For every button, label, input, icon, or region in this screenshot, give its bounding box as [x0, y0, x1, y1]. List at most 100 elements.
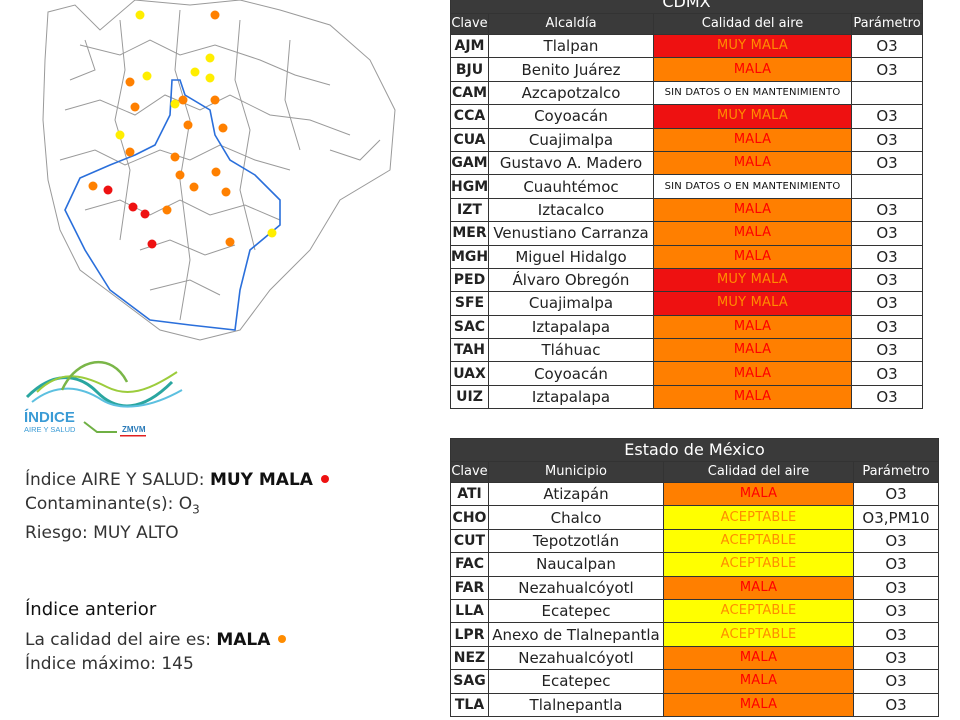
station-code: CCA: [450, 104, 489, 129]
air-quality-cell: MALA: [653, 361, 852, 386]
current-index-panel: Índice AIRE Y SALUD: MUY MALA Contaminan…: [25, 468, 329, 545]
parameter-cell: [850, 80, 924, 106]
air-quality-cell: MALA: [653, 338, 852, 363]
table-row: FAC Naucalpan ACEPTABLE O3: [450, 552, 940, 577]
station-code: IZT: [450, 197, 489, 223]
monitoring-station-marker[interactable]: [190, 67, 200, 77]
monitoring-station-marker[interactable]: [125, 77, 135, 87]
air-quality-cell: MALA: [653, 127, 852, 152]
station-code: TAH: [450, 338, 489, 363]
monitoring-station-marker[interactable]: [88, 181, 98, 191]
station-code: CHO: [450, 505, 489, 530]
previous-quality-line: La calidad del aire es: MALA: [25, 628, 287, 652]
monitoring-station-marker[interactable]: [135, 10, 145, 20]
parameter-cell: O3: [852, 645, 940, 671]
station-code: BJU: [450, 57, 489, 82]
station-code: GAM: [450, 150, 489, 176]
monitoring-station-marker[interactable]: [142, 71, 152, 81]
parameter-cell: [850, 174, 924, 199]
table-row: CHO Chalco ACEPTABLE O3,PM10: [450, 505, 940, 530]
parameter-cell: O3: [852, 528, 940, 554]
station-location: Tlalnepantla: [488, 692, 664, 717]
monitoring-station-marker[interactable]: [183, 120, 193, 130]
monitoring-station-marker[interactable]: [205, 73, 215, 83]
table-row: AJM Tlalpan MUY MALA O3: [450, 33, 924, 59]
air-quality-cell: MALA: [653, 150, 852, 176]
header-municipio: Municipio: [488, 461, 664, 483]
monitoring-station-marker[interactable]: [210, 10, 220, 20]
monitoring-station-marker[interactable]: [147, 239, 157, 249]
monitoring-station-marker[interactable]: [189, 182, 199, 192]
station-location: Nezahualcóyotl: [488, 575, 664, 600]
air-quality-cell: MUY MALA: [653, 104, 852, 129]
table-row: SFE Cuajimalpa MUY MALA O3: [450, 291, 924, 316]
station-code: NEZ: [450, 645, 489, 671]
header-parametro: Parámetro: [852, 461, 940, 483]
table-row: FAR Nezahualcóyotl MALA O3: [450, 575, 940, 600]
monitoring-station-marker[interactable]: [103, 185, 113, 195]
parameter-cell: O3,PM10: [852, 505, 940, 530]
monitoring-station-marker[interactable]: [125, 147, 135, 157]
monitoring-station-marker[interactable]: [128, 202, 138, 212]
station-location: Benito Juárez: [488, 57, 654, 82]
monitoring-station-marker[interactable]: [221, 187, 231, 197]
station-code: CUT: [450, 528, 489, 554]
parameter-cell: O3: [850, 291, 924, 316]
header-clave: Clave: [450, 461, 489, 483]
station-location: Coyoacán: [488, 361, 654, 386]
table-row: CCA Coyoacán MUY MALA O3: [450, 104, 924, 129]
parameter-cell: O3: [852, 552, 940, 577]
station-location: Tlalpan: [488, 33, 654, 59]
monitoring-station-marker[interactable]: [218, 123, 228, 133]
table-row: CAM Azcapotzalco SIN DATOS O EN MANTENIMIE…: [450, 80, 924, 106]
station-code: FAR: [450, 575, 489, 600]
monitoring-station-marker[interactable]: [205, 53, 215, 63]
monitoring-station-marker[interactable]: [210, 95, 220, 105]
table-row: CUT Tepotzotlán ACEPTABLE O3: [450, 528, 940, 554]
station-location: Atizapán: [488, 481, 664, 507]
air-quality-cell: MUY MALA: [653, 267, 852, 293]
cdmx-header-row: Clave Alcaldía Calidad del aire Parámetr…: [450, 13, 924, 35]
station-location: Tláhuac: [488, 338, 654, 363]
air-quality-cell: SIN DATOS O EN MANTENIMIENTO: [653, 80, 852, 106]
svg-text:ÍNDICE: ÍNDICE: [24, 409, 75, 426]
air-quality-cell: MALA: [663, 481, 854, 507]
monitoring-station-marker[interactable]: [170, 152, 180, 162]
station-code: HGM: [450, 174, 489, 199]
monitoring-station-marker[interactable]: [211, 167, 221, 177]
table-row: MER Venustiano Carranza MALA O3: [450, 221, 924, 246]
monitoring-station-marker[interactable]: [225, 237, 235, 247]
monitoring-station-marker[interactable]: [162, 205, 172, 215]
air-quality-cell: MALA: [653, 57, 852, 82]
station-code: CUA: [450, 127, 489, 152]
table-row: SAC Iztapalapa MALA O3: [450, 314, 924, 340]
table-row: ATI Atizapán MALA O3: [450, 481, 940, 507]
station-location: Azcapotzalco: [488, 80, 654, 106]
monitoring-station-marker[interactable]: [115, 130, 125, 140]
station-location: Cuajimalpa: [488, 291, 654, 316]
monitoring-station-marker[interactable]: [178, 95, 188, 105]
table-row: IZT Iztacalco MALA O3: [450, 197, 924, 223]
table-row: CUA Cuajimalpa MALA O3: [450, 127, 924, 152]
air-quality-cell: MALA: [663, 692, 854, 717]
table-row: LPR Anexo de Tlalnepantla ACEPTABLE O3: [450, 622, 940, 647]
air-quality-cell: ACEPTABLE: [663, 622, 854, 647]
header-alcaldia: Alcaldía: [488, 13, 654, 35]
svg-text:AIRE Y SALUD: AIRE Y SALUD: [24, 425, 76, 434]
monitoring-station-marker[interactable]: [140, 209, 150, 219]
parameter-cell: O3: [852, 481, 940, 507]
indice-aire-salud-logo: ÍNDICE AIRE Y SALUD ZMVM: [24, 360, 183, 437]
monitoring-station-marker[interactable]: [267, 228, 277, 238]
parameter-cell: O3: [850, 314, 924, 340]
parameter-cell: O3: [852, 622, 940, 647]
station-code: UIZ: [450, 384, 489, 410]
station-location: Miguel Hidalgo: [488, 244, 654, 269]
station-code: SFE: [450, 291, 489, 316]
parameter-cell: O3: [850, 244, 924, 269]
edomex-header-row: Clave Municipio Calidad del aire Parámet…: [450, 461, 940, 483]
monitoring-station-marker[interactable]: [175, 170, 185, 180]
parameter-cell: O3: [850, 33, 924, 59]
station-location: Gustavo A. Madero: [488, 150, 654, 176]
monitoring-station-marker[interactable]: [130, 102, 140, 112]
monitoring-station-marker[interactable]: [170, 99, 180, 109]
